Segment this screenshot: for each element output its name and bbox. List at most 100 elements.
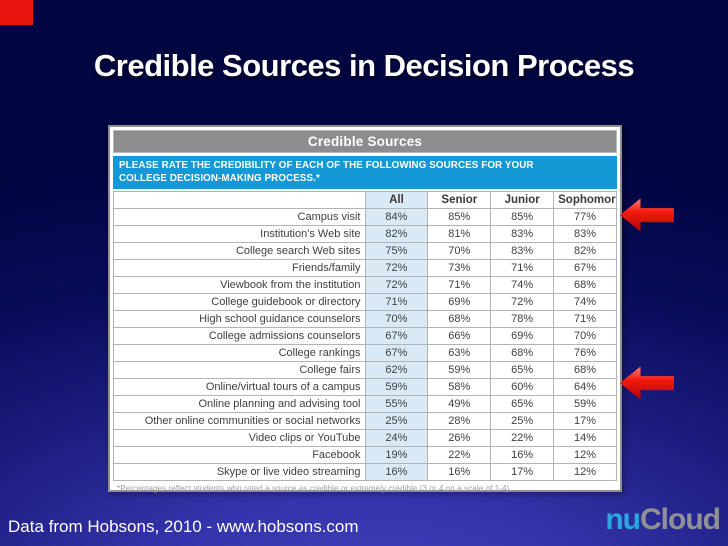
row-value: 72% [490,293,555,311]
row-value: 68% [553,361,617,379]
row-value: 25% [490,412,555,430]
row-value: 78% [490,310,555,328]
row-value: 75% [364,242,429,260]
row-value: 16% [490,446,555,464]
row-value: 74% [553,293,617,311]
row-label: College guidebook or directory [113,293,366,311]
row-value: 73% [427,259,492,277]
table-row: College admissions counselors 67% 66% 69% 70… [113,327,617,345]
row-value: 71% [427,276,492,294]
row-label: High school guidance counselors [113,310,366,328]
row-value: 12% [553,463,617,481]
row-value: 28% [427,412,492,430]
row-value: 82% [553,242,617,260]
row-value: 55% [364,395,429,413]
row-label: Friends/family [113,259,366,277]
row-label: Facebook [113,446,366,464]
row-label: Viewbook from the institution [113,276,366,294]
table-row: Facebook 19% 22% 16% 12% [113,446,617,464]
row-value: 16% [427,463,492,481]
row-label: Institution's Web site [113,225,366,243]
row-value: 63% [427,344,492,362]
row-value: 59% [364,378,429,396]
row-label: College rankings [113,344,366,362]
column-header: Senior [427,191,492,209]
table-title: Credible Sources [113,130,617,153]
row-value: 83% [553,225,617,243]
row-label: College search Web sites [113,242,366,260]
nucloud-logo: nuCloud [605,503,721,537]
row-label: Campus visit [113,208,366,226]
table-row: Campus visit 84% 85% 85% 77% [113,208,617,226]
logo-part-cloud: Cloud [640,503,721,536]
table-row: College search Web sites 75% 70% 83% 82% [113,242,617,260]
table-row: Online planning and advising tool 55% 49% 6… [113,395,617,413]
row-value: 22% [427,446,492,464]
table-header-row: All Senior Junior Sophomore [113,191,617,209]
row-value: 25% [364,412,429,430]
table-row: Online/virtual tours of a campus 59% 58% 60… [113,378,617,396]
row-value: 58% [427,378,492,396]
row-value: 83% [490,225,555,243]
row-value: 72% [364,276,429,294]
row-value: 69% [490,327,555,345]
row-label: Other online communities or social netwo… [113,412,366,430]
row-label: Video clips or YouTube [113,429,366,447]
row-value: 83% [490,242,555,260]
row-value: 70% [553,327,617,345]
row-value: 69% [427,293,492,311]
row-value: 85% [427,208,492,226]
row-value: 67% [364,327,429,345]
row-value: 65% [490,395,555,413]
row-value: 74% [490,276,555,294]
credible-sources-table: All Senior Junior Sophomore Campus visit 84%… [113,191,617,481]
row-value: 82% [364,225,429,243]
row-value: 68% [553,276,617,294]
red-arrow-online-virtual-tours [620,366,674,400]
row-value: 72% [364,259,429,277]
table-footnote: *Percentages reflect students who rated … [117,484,512,493]
corner-red-flag [0,0,33,25]
row-value: 26% [427,429,492,447]
table-row: Video clips or YouTube 24% 26% 22% 14% [113,429,617,447]
credible-sources-table-card: Credible Sources PLEASE RATE THE CREDIBI… [108,125,622,493]
row-value: 22% [490,429,555,447]
logo-part-nu: nu [605,503,641,536]
row-value: 14% [553,429,617,447]
page-title: Credible Sources in Decision Process [93,48,635,83]
row-value: 67% [364,344,429,362]
table-row: College rankings 67% 63% 68% 76% [113,344,617,362]
row-value: 85% [490,208,555,226]
row-value: 70% [427,242,492,260]
row-value: 71% [490,259,555,277]
table-question: PLEASE RATE THE CREDIBILITY OF EACH OF T… [113,156,617,189]
row-value: 59% [553,395,617,413]
row-value: 59% [427,361,492,379]
row-value: 60% [490,378,555,396]
row-value: 65% [490,361,555,379]
column-header: Sophomore [553,191,617,209]
table-row: Institution's Web site 82% 81% 83% 83% [113,225,617,243]
row-value: 66% [427,327,492,345]
row-label: Online/virtual tours of a campus [113,378,366,396]
column-header: Junior [490,191,555,209]
table-row: Skype or live video streaming 16% 16% 17% 12… [113,463,617,481]
table-row: College guidebook or directory 71% 69% 72% 7… [113,293,617,311]
row-label: Online planning and advising tool [113,395,366,413]
row-value: 16% [364,463,429,481]
row-label: Skype or live video streaming [113,463,366,481]
row-value: 49% [427,395,492,413]
row-value: 24% [364,429,429,447]
row-value: 76% [553,344,617,362]
row-value: 70% [364,310,429,328]
row-label: College fairs [113,361,366,379]
row-value: 64% [553,378,617,396]
table-row: Friends/family 72% 73% 71% 67% [113,259,617,277]
row-label: College admissions counselors [113,327,366,345]
table-row: College fairs 62% 59% 65% 68% [113,361,617,379]
row-value: 84% [364,208,429,226]
row-value: 12% [553,446,617,464]
table-row: Viewbook from the institution 72% 71% 74% 68… [113,276,617,294]
row-value: 71% [553,310,617,328]
